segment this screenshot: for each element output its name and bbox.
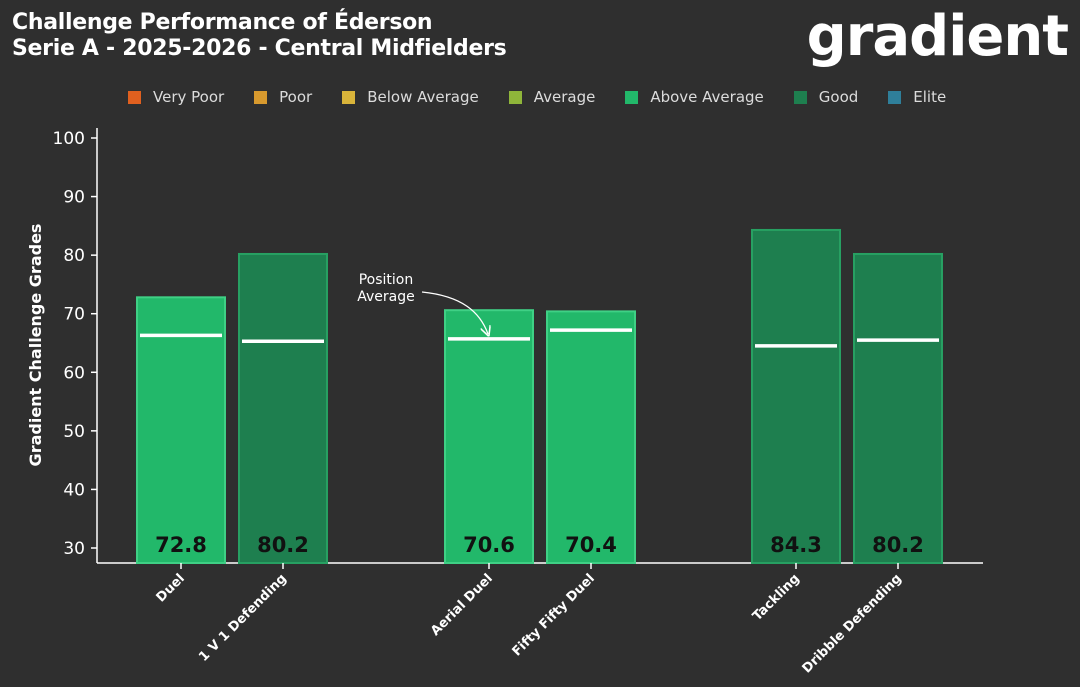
legend: Very Poor Poor Below Average Average Above A… <box>128 88 976 106</box>
bar <box>751 228 841 564</box>
bar-value-label: 84.3 <box>770 533 822 557</box>
x-category-label: Tackling <box>750 571 803 624</box>
x-category-label: Dribble Defending <box>800 571 905 676</box>
legend-swatch <box>888 90 902 104</box>
y-tick-label: 90 <box>63 188 85 208</box>
legend-swatch <box>508 90 522 104</box>
legend-item: Average <box>508 88 596 106</box>
x-category-label: 1 V 1 Defending <box>196 571 290 665</box>
legend-item: Below Average <box>342 88 479 106</box>
bar <box>853 252 943 564</box>
legend-label: Above Average <box>650 88 764 106</box>
legend-label: Below Average <box>367 88 479 106</box>
legend-label: Very Poor <box>153 88 225 106</box>
legend-swatch <box>625 90 639 104</box>
x-category-label: Fifty Fifty Duel <box>510 571 598 659</box>
legend-swatch <box>342 90 356 104</box>
bar-value-label: 80.2 <box>257 533 309 557</box>
title-line-1: Challenge Performance of Éderson <box>12 10 433 35</box>
gradient-logo: gradient <box>806 4 1069 69</box>
bar-value-label: 80.2 <box>872 533 924 557</box>
legend-label: Average <box>533 88 596 106</box>
annotation-line-1: Position <box>359 272 414 288</box>
annotation-arrow <box>421 291 488 334</box>
bar-value-label: 70.4 <box>565 533 617 557</box>
legend-item: Above Average <box>625 88 764 106</box>
legend-item: Elite <box>888 88 946 106</box>
y-tick-label: 60 <box>63 363 85 383</box>
y-tick-label: 100 <box>53 129 85 149</box>
bar-value-label: 70.6 <box>463 533 515 557</box>
annotation-line-2: Average <box>357 289 415 305</box>
legend-label: Good <box>818 88 859 106</box>
legend-swatch <box>793 90 807 104</box>
x-category-label: Duel <box>154 571 188 605</box>
bar <box>238 252 328 564</box>
y-axis-label: Gradient Challenge Grades <box>26 224 45 467</box>
y-tick-label: 30 <box>63 539 85 559</box>
legend-item: Very Poor <box>128 88 224 106</box>
y-tick-label: 40 <box>63 480 85 500</box>
y-tick-label: 80 <box>63 246 85 266</box>
y-tick-label: 50 <box>63 422 85 442</box>
bar <box>136 296 226 564</box>
legend-label: Elite <box>913 88 947 106</box>
legend-swatch <box>254 90 268 104</box>
legend-item: Poor <box>254 88 312 106</box>
x-category-label: Aerial Duel <box>428 571 496 639</box>
bar-value-label: 72.8 <box>155 533 207 557</box>
legend-swatch <box>128 90 141 104</box>
bar <box>546 310 636 564</box>
chart-title: Challenge Performance of Éderson Serie A… <box>12 10 507 62</box>
bar <box>444 309 534 565</box>
y-tick-label: 70 <box>63 305 85 325</box>
legend-label: Poor <box>279 88 313 106</box>
legend-item: Good <box>793 88 859 106</box>
title-line-2: Serie A - 2025-2026 - Central Midfielder… <box>12 36 507 61</box>
